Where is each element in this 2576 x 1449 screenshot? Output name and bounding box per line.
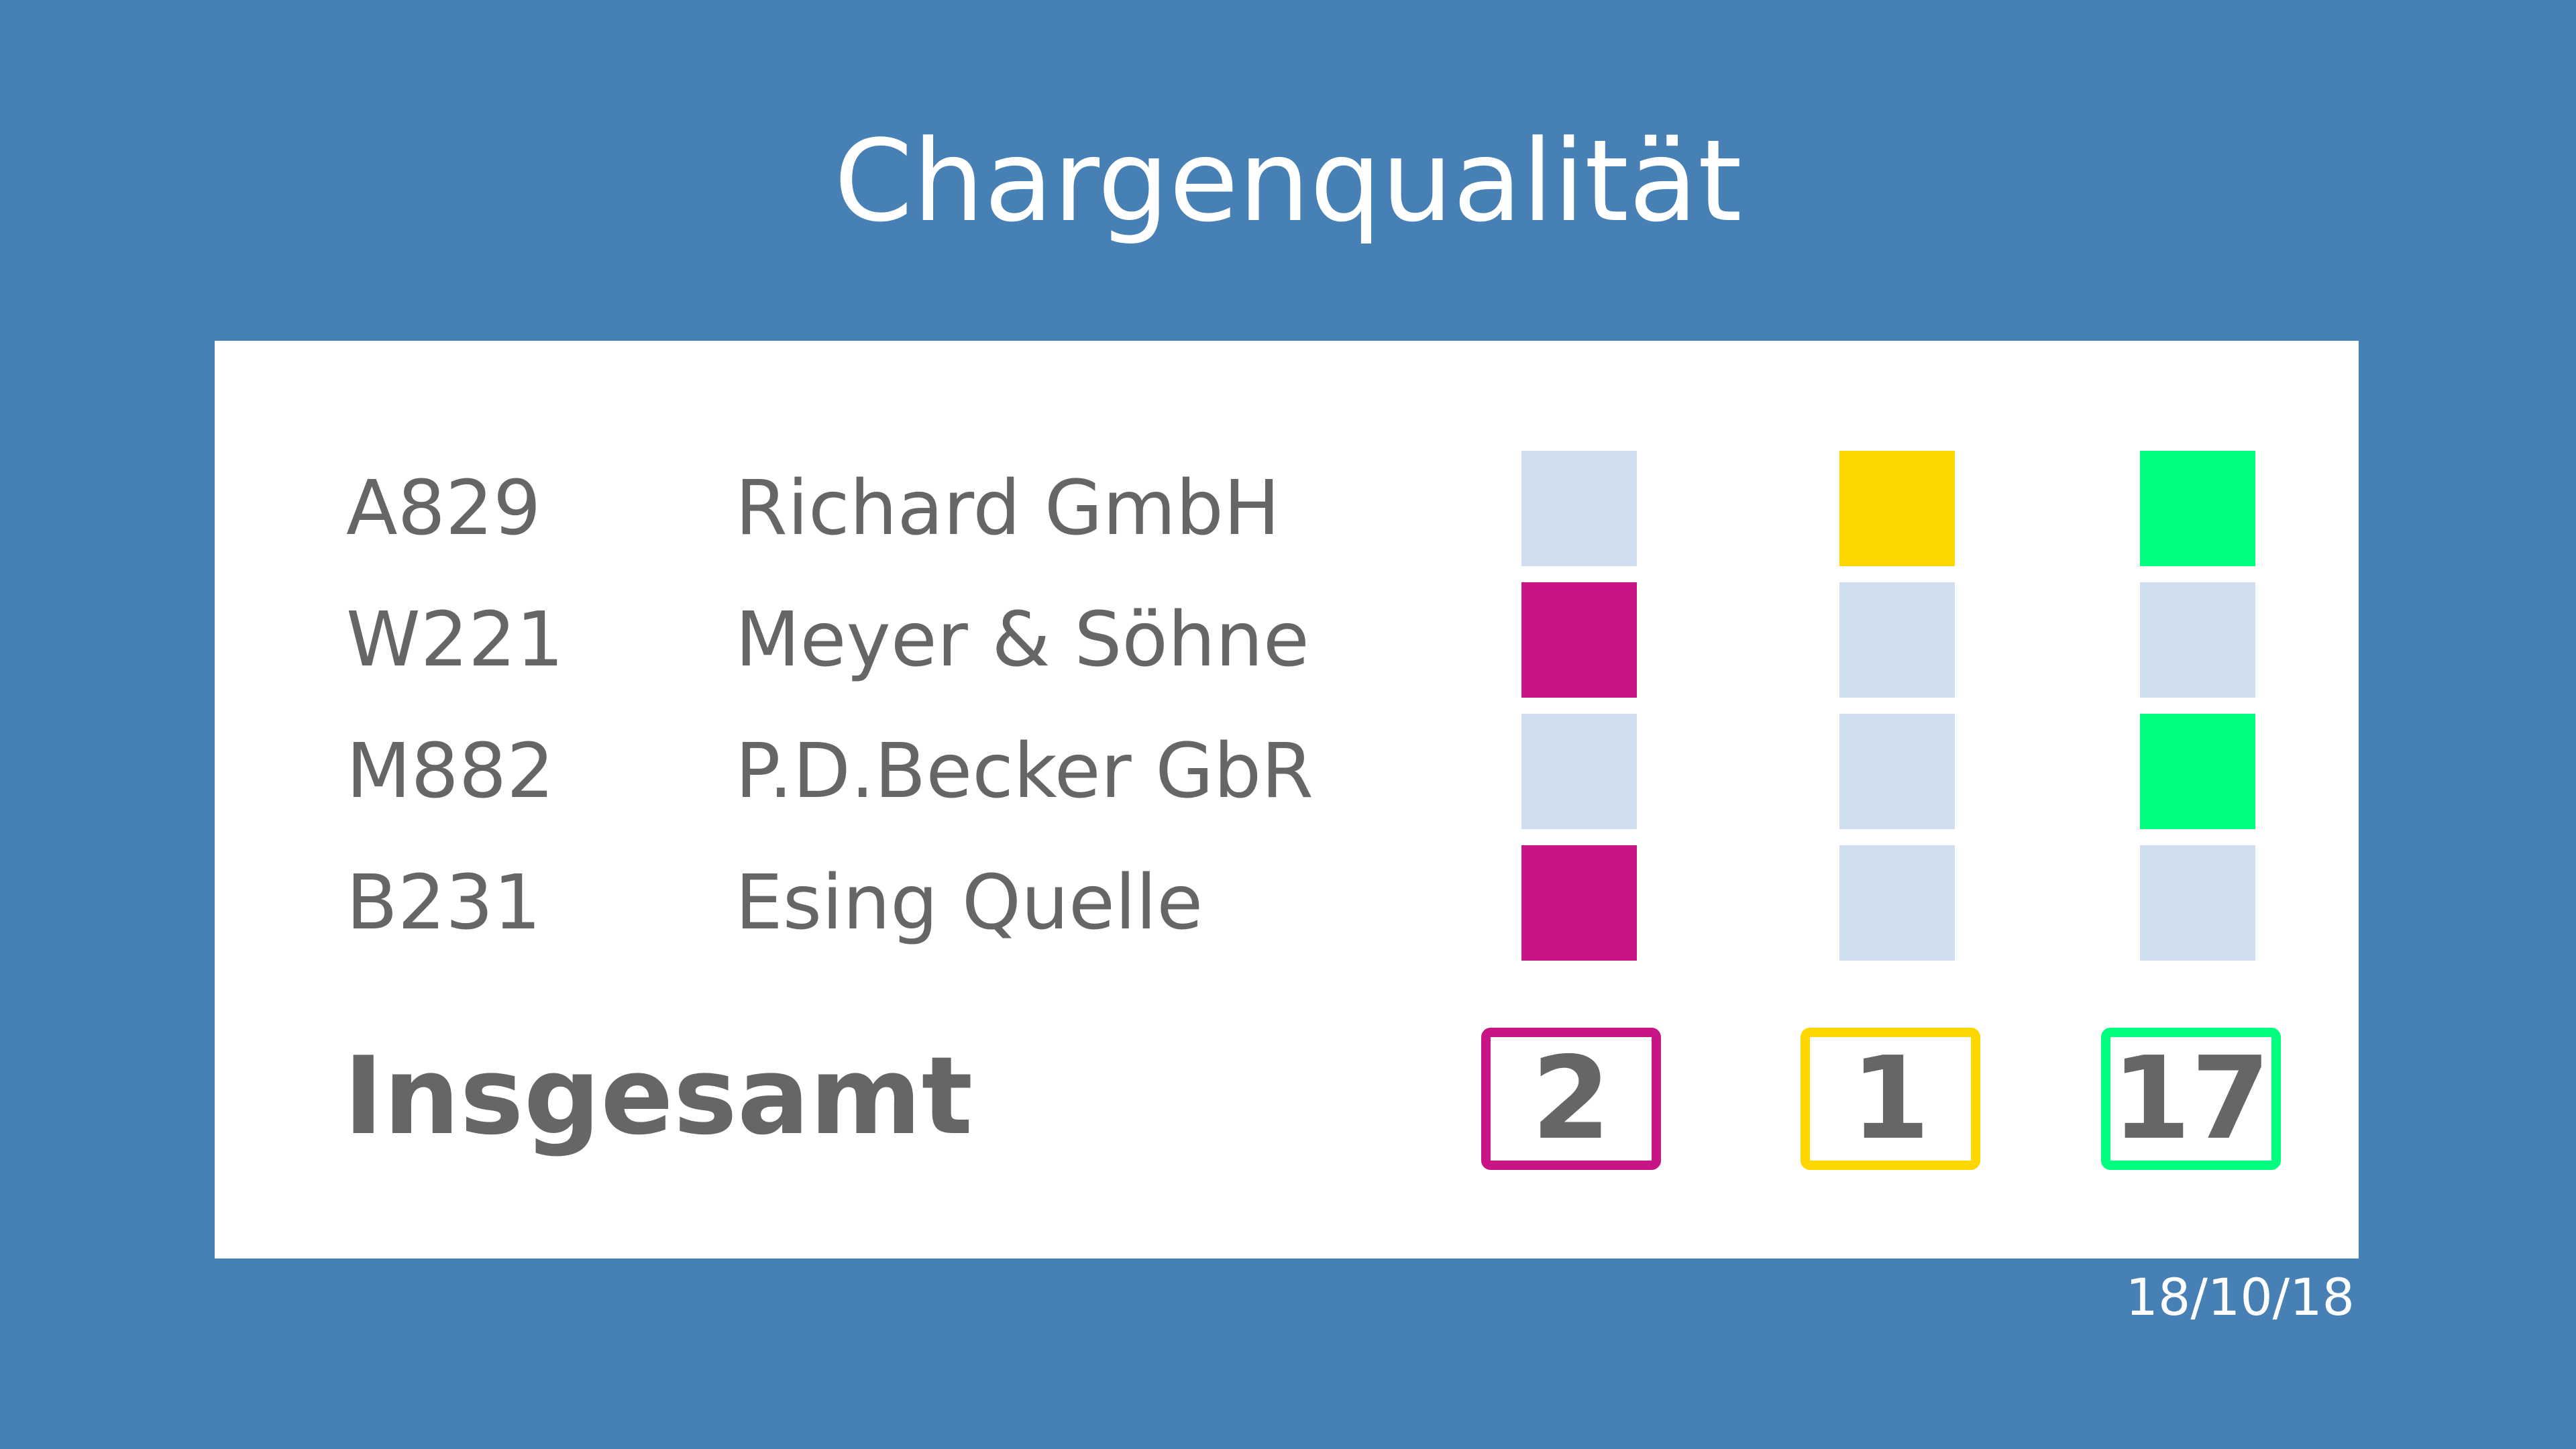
status-cell-bad bbox=[1521, 845, 1637, 961]
batch-code: A829 bbox=[346, 465, 541, 552]
status-cell-warning bbox=[1839, 582, 1955, 698]
table-row: B231 Esing Quelle bbox=[215, 845, 2359, 961]
company-name: Meyer & Söhne bbox=[735, 596, 1309, 684]
table-row: M882 P.D.Becker GbR bbox=[215, 714, 2359, 829]
table-row: W221 Meyer & Söhne bbox=[215, 582, 2359, 698]
status-cell-bad bbox=[1521, 451, 1637, 566]
status-cell-good bbox=[2140, 714, 2255, 829]
status-cell-warning bbox=[1839, 451, 1955, 566]
status-cell-good bbox=[2140, 845, 2255, 961]
quality-panel: A829 Richard GmbH W221 Meyer & Söhne M88… bbox=[215, 341, 2359, 1258]
batch-code: M882 bbox=[346, 728, 555, 815]
status-cell-bad bbox=[1521, 582, 1637, 698]
table-row: A829 Richard GmbH bbox=[215, 451, 2359, 566]
date-label: 18/10/18 bbox=[2125, 1267, 2355, 1327]
company-name: P.D.Becker GbR bbox=[735, 728, 1313, 815]
company-name: Richard GmbH bbox=[735, 465, 1281, 552]
total-warning-count: 1 bbox=[1801, 1028, 1980, 1170]
page-title: Chargenqualität bbox=[834, 115, 1742, 247]
status-cell-warning bbox=[1839, 714, 1955, 829]
status-cell-good bbox=[2140, 582, 2255, 698]
total-bad-count: 2 bbox=[1481, 1028, 1661, 1170]
batch-code: W221 bbox=[346, 596, 564, 684]
status-cell-warning bbox=[1839, 845, 1955, 961]
company-name: Esing Quelle bbox=[735, 859, 1203, 947]
total-label: Insgesamt bbox=[343, 1033, 973, 1159]
batch-code: B231 bbox=[346, 859, 541, 947]
total-good-count: 17 bbox=[2101, 1028, 2281, 1170]
status-cell-bad bbox=[1521, 714, 1637, 829]
status-cell-good bbox=[2140, 451, 2255, 566]
